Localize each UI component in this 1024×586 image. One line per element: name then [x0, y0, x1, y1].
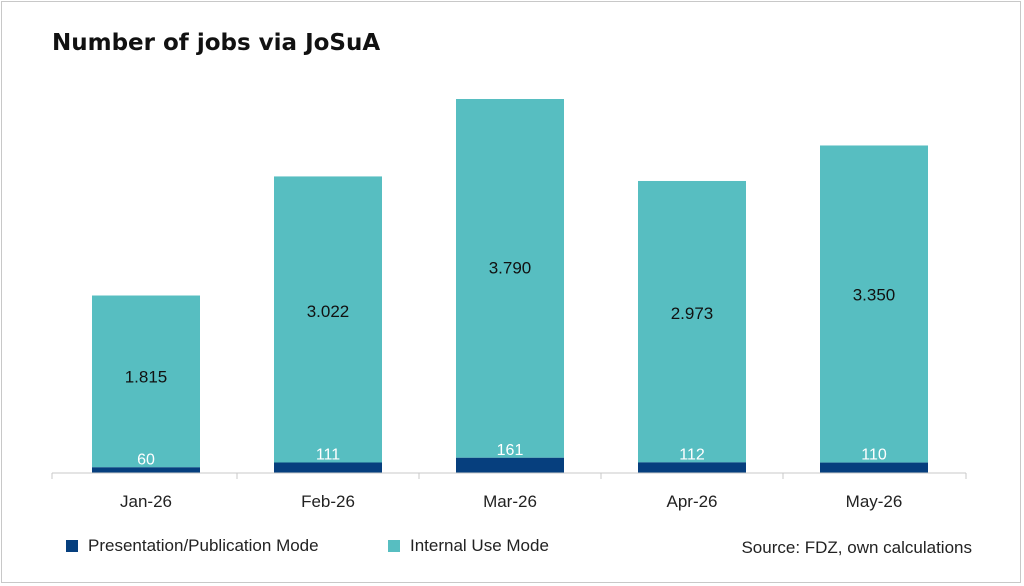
data-label-internal: 3.350 [853, 286, 896, 305]
bar-presentation-Feb-26 [274, 462, 382, 473]
bar-internal-Feb-26 [274, 176, 382, 463]
data-label-presentation: 110 [861, 447, 887, 464]
data-label-presentation: 112 [679, 446, 705, 463]
bar-internal-Mar-26 [456, 99, 564, 458]
bar-presentation-Apr-26 [638, 462, 746, 473]
x-tick-label: Feb-26 [301, 492, 355, 511]
chart-title: Number of jobs via JoSuA [52, 30, 381, 56]
bar-internal-May-26 [820, 145, 928, 463]
source-note: Source: FDZ, own calculations [741, 538, 972, 557]
legend-label-presentation: Presentation/Publication Mode [88, 536, 319, 555]
x-tick-label: Apr-26 [666, 492, 717, 511]
data-label-internal: 2.973 [671, 304, 714, 323]
legend-label-internal: Internal Use Mode [410, 536, 549, 555]
data-label-internal: 3.022 [307, 302, 350, 321]
data-label-internal: 1.815 [125, 367, 168, 386]
bar-internal-Jan-26 [92, 295, 200, 468]
bar-presentation-Mar-26 [456, 457, 564, 473]
x-tick-label: Mar-26 [483, 492, 537, 511]
data-label-internal: 3.790 [489, 259, 532, 278]
legend-swatch-internal [388, 540, 400, 552]
data-label-presentation: 60 [137, 451, 155, 468]
bar-presentation-May-26 [820, 462, 928, 473]
legend-swatch-presentation [66, 540, 78, 552]
data-label-presentation: 111 [316, 446, 340, 463]
x-tick-label: May-26 [846, 492, 903, 511]
legend-item-internal: Internal Use Mode [388, 536, 549, 556]
legend-item-presentation: Presentation/Publication Mode [66, 536, 319, 556]
x-tick-label: Jan-26 [120, 492, 172, 511]
data-label-presentation: 161 [497, 442, 524, 459]
bar-internal-Apr-26 [638, 180, 746, 463]
bar-presentation-Jan-26 [92, 467, 200, 473]
